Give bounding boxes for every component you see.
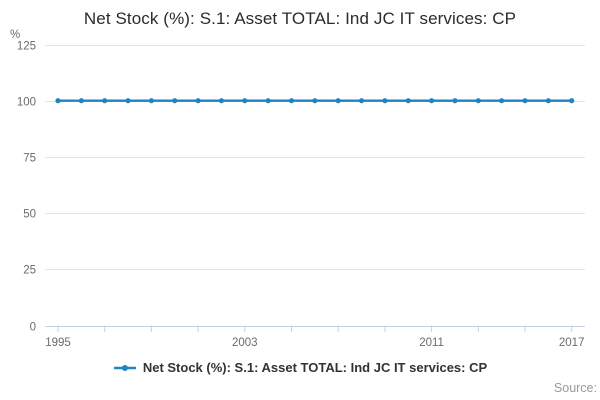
plot-area[interactable]: % 0 25 50 75 100 125 1995 2003 2011 2017 [0,0,600,352]
data-point[interactable] [78,98,84,104]
data-point[interactable] [312,98,318,104]
x-tick-label: 2017 [559,337,585,349]
data-point[interactable] [452,98,458,104]
data-point[interactable] [55,98,61,104]
data-point[interactable] [569,98,575,104]
legend-label: Net Stock (%): S.1: Asset TOTAL: Ind JC … [142,360,488,375]
data-point[interactable] [429,98,435,104]
data-point[interactable] [172,98,178,104]
y-tick-label: 100 [17,97,36,109]
data-point[interactable] [522,98,528,104]
x-tick-label: 2011 [419,337,444,349]
data-point[interactable] [265,98,271,104]
legend-item[interactable]: Net Stock (%): S.1: Asset TOTAL: Ind JC … [113,360,487,375]
data-point[interactable] [288,98,295,104]
data-point[interactable] [102,98,108,104]
chart-title: Net Stock (%): S.1: Asset TOTAL: Ind JC … [83,9,517,28]
data-point[interactable] [475,98,481,104]
data-point[interactable] [545,98,551,104]
y-tick-label: 25 [23,265,36,277]
data-point[interactable] [242,98,248,104]
y-axis-unit-label: % [10,29,20,41]
data-point[interactable] [335,98,341,104]
y-tick-label: 50 [23,209,36,221]
y-tick-label: 75 [23,153,36,165]
source-label: Source: [553,381,597,395]
data-point[interactable] [382,98,388,104]
x-tick-label: 2003 [232,337,258,349]
legend: Net Stock (%): S.1: Asset TOTAL: Ind JC … [0,360,600,375]
data-point[interactable] [195,98,201,104]
x-tick-label: 1995 [45,337,71,349]
legend-marker-icon [113,364,136,371]
data-point[interactable] [358,98,365,104]
y-tick-label: 125 [17,41,36,53]
data-point[interactable] [218,98,225,104]
y-tick-label: 0 [30,322,36,334]
data-point[interactable] [499,98,505,104]
data-point[interactable] [405,98,411,104]
data-point[interactable] [148,98,154,104]
data-point[interactable] [125,98,131,104]
